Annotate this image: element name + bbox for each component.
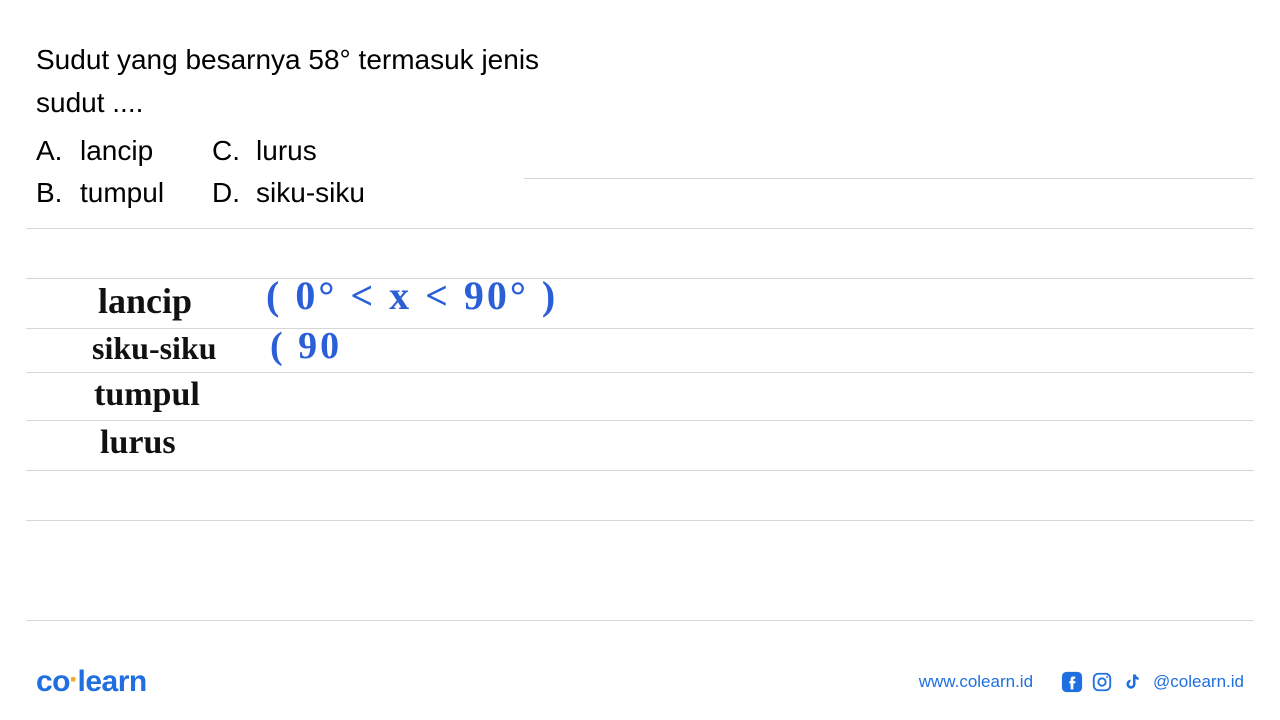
logo-co: co: [36, 665, 70, 698]
rule-line: [26, 520, 1254, 521]
option-c-text: lurus: [256, 135, 317, 167]
tiktok-icon: [1121, 671, 1143, 693]
option-a: A. lancip: [36, 135, 164, 167]
question-text: Sudut yang besarnya 58° termasuk jenis s…: [36, 38, 1244, 125]
option-c-letter: C.: [212, 135, 256, 167]
ruled-paper: lancip siku-siku tumpul lurus ( 0° < x <…: [26, 172, 1254, 630]
question-line2: sudut ....: [36, 81, 1244, 124]
hw-lancip: lancip: [98, 280, 192, 322]
rule-line: [26, 278, 1254, 279]
rule-line: [26, 470, 1254, 471]
social-handle: @colearn.id: [1153, 672, 1244, 692]
option-a-letter: A.: [36, 135, 80, 167]
hw-lurus: lurus: [100, 424, 176, 462]
site-url: www.colearn.id: [919, 672, 1033, 692]
hw-siku: siku-siku: [92, 330, 217, 367]
option-c: C. lurus: [212, 135, 365, 167]
instagram-icon: [1091, 671, 1113, 693]
rule-line: [524, 178, 1254, 179]
rule-line: [26, 372, 1254, 373]
facebook-icon: [1061, 671, 1083, 693]
option-a-text: lancip: [80, 135, 153, 167]
logo-dot: ·: [69, 663, 79, 697]
footer: co·learn www.colearn.id @colearn.id: [0, 644, 1280, 720]
rule-line: [26, 420, 1254, 421]
logo-learn: learn: [78, 665, 147, 698]
hw-tumpul: tumpul: [94, 376, 200, 414]
social-icons: @colearn.id: [1061, 671, 1244, 693]
rule-line: [26, 228, 1254, 229]
footer-right: www.colearn.id @colearn.id: [919, 671, 1244, 693]
rule-line: [26, 620, 1254, 621]
hw-range1: ( 0° < x < 90° ): [266, 272, 558, 319]
rule-line: [26, 328, 1254, 329]
hw-range2: ( 90: [270, 324, 342, 368]
logo: co·learn: [36, 665, 147, 699]
question-line1: Sudut yang besarnya 58° termasuk jenis: [36, 38, 1244, 81]
